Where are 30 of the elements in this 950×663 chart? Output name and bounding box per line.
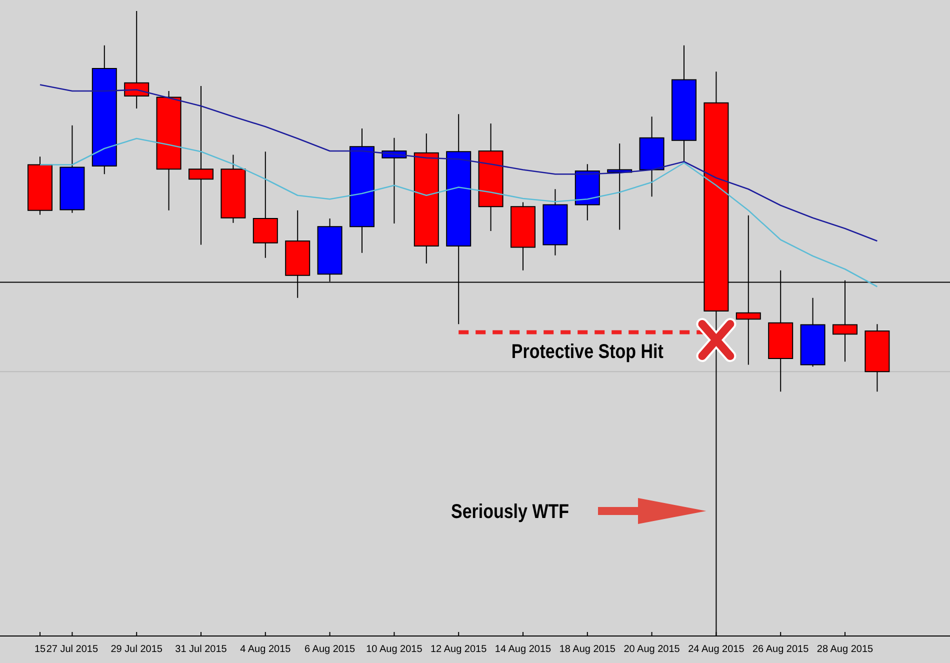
x-tick-label: 27 Jul 2015 xyxy=(46,644,98,655)
candlestick xyxy=(574,164,600,221)
annotation: Protective Stop Hit xyxy=(511,340,664,362)
candlestick xyxy=(188,86,214,246)
x-tick-label: 6 Aug 2015 xyxy=(304,644,356,655)
candlestick xyxy=(124,10,150,109)
candlestick xyxy=(864,324,890,392)
candlestick xyxy=(542,188,568,256)
candlestick xyxy=(478,123,504,232)
x-tick-label: 15 xyxy=(34,644,46,655)
candlestick xyxy=(92,44,117,175)
x-tick-label: 4 Aug 2015 xyxy=(240,644,292,655)
candlestick xyxy=(639,116,664,198)
x-tick-label: 29 Jul 2015 xyxy=(110,644,163,655)
x-tick-label: 31 Jul 2015 xyxy=(175,644,228,655)
x-tick-label: 14 Aug 2015 xyxy=(494,644,552,655)
candlestick xyxy=(350,128,374,254)
candlestick xyxy=(156,90,182,211)
x-tick-label: 12 Aug 2015 xyxy=(430,644,488,655)
candlestick xyxy=(672,44,696,162)
x-tick-label: 24 Aug 2015 xyxy=(688,644,745,655)
x-tick-label: 20 Aug 2015 xyxy=(624,644,680,655)
annotation: Seriously WTF xyxy=(451,500,569,522)
candlestick xyxy=(414,133,439,264)
x-tick-label: 28 Aug 2015 xyxy=(816,644,874,655)
x-tick-label: 18 Aug 2015 xyxy=(559,644,616,655)
candlestick xyxy=(252,151,278,258)
candlestick xyxy=(220,154,246,224)
x-tick-label: 26 Aug 2015 xyxy=(752,644,810,655)
x-tick-label: 10 Aug 2015 xyxy=(366,644,423,655)
